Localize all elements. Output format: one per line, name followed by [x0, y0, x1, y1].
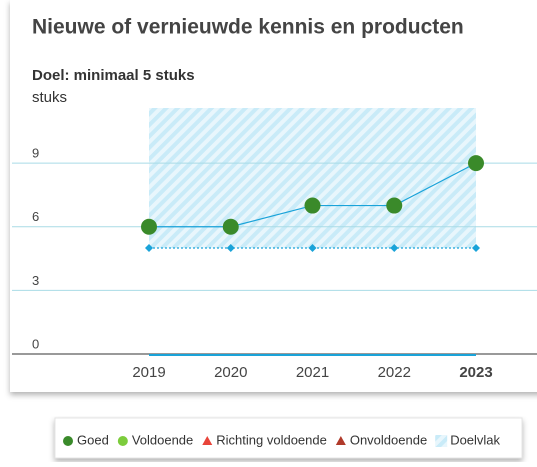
target-marker — [226, 243, 235, 252]
point — [468, 155, 484, 172]
target-marker — [390, 243, 399, 252]
point — [141, 218, 157, 235]
y-tick-label: 6 — [32, 209, 39, 224]
target-marker — [308, 243, 317, 252]
point — [222, 218, 239, 235]
subtitle: Doel: minimaal 5 stuks — [32, 67, 195, 84]
legend-label: Onvoldoende — [350, 432, 427, 447]
legend-label: Richting voldoende — [216, 432, 327, 447]
target-marker — [145, 243, 153, 252]
legend-marker — [335, 436, 346, 445]
legend-label: Voldoende — [132, 432, 193, 447]
x-tick-label: 2023 — [459, 364, 492, 381]
target-area — [149, 108, 476, 248]
x-tick-label: 2019 — [132, 364, 165, 381]
point — [386, 197, 403, 214]
point — [304, 197, 321, 214]
legend-marker — [202, 436, 213, 445]
x-tick-label: 2020 — [214, 364, 247, 381]
x-tick-label: 2021 — [296, 364, 329, 381]
target-marker — [472, 243, 480, 252]
y-axis-label: stuks — [32, 89, 67, 106]
legend-label: Goed — [77, 432, 109, 447]
legend-label: Doelvlak — [450, 432, 500, 447]
legend-marker — [435, 435, 448, 447]
y-tick-label: 9 — [32, 146, 39, 161]
chart-title: Nieuwe of vernieuwde kennis en producten — [32, 16, 464, 39]
y-tick-label: 0 — [32, 336, 39, 351]
x-tick-label: 2022 — [378, 364, 411, 381]
legend-marker — [63, 436, 73, 446]
legend-marker — [117, 436, 128, 446]
y-tick-label: 3 — [32, 273, 39, 288]
